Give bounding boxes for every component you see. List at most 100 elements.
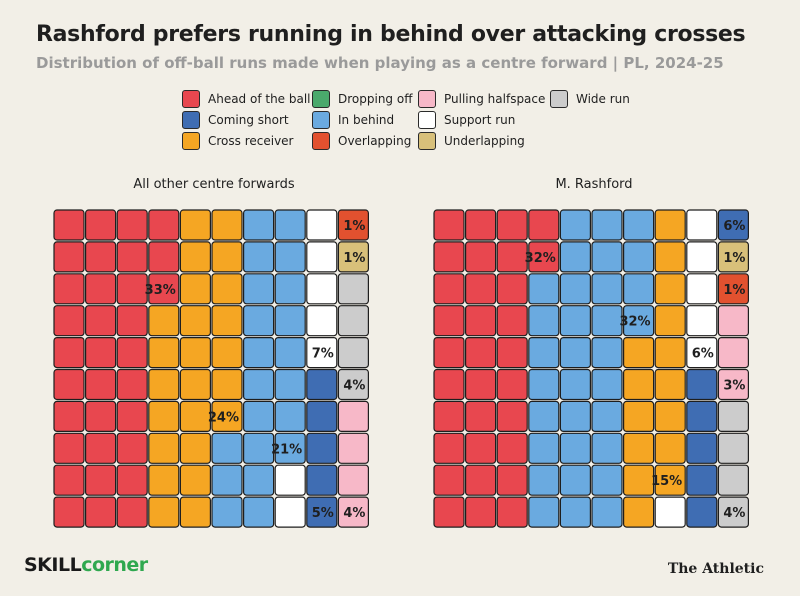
data-label-behind: 21% — [271, 442, 302, 457]
waffle-cell-half — [337, 464, 369, 496]
legend-swatch-cross — [182, 132, 200, 150]
waffle-cell-cross — [622, 496, 655, 528]
waffle-cell-ahead — [84, 400, 117, 432]
waffle-cell-behind — [559, 432, 592, 464]
waffle-cell-behind — [528, 400, 560, 432]
waffle-cell-ahead — [433, 496, 465, 528]
waffle-cell-ahead — [116, 432, 148, 464]
waffle-cell-behind — [528, 305, 560, 337]
legend-swatch-support — [418, 111, 436, 129]
waffle-cell-behind — [559, 337, 592, 369]
waffle-cell-cross — [622, 368, 655, 401]
waffle-cell-behind — [528, 464, 560, 496]
waffle-cell-cross — [179, 273, 211, 305]
data-label-cross: 24% — [208, 410, 239, 425]
waffle-cell-support — [686, 241, 718, 273]
waffle-cell-behind — [622, 273, 655, 305]
waffle-cell-cross — [654, 400, 686, 432]
waffle-cell-ahead — [84, 496, 117, 528]
waffle-cell-ahead — [116, 305, 148, 337]
waffle-cell-cross — [211, 337, 243, 369]
legend-item-ahead: Ahead of the ball — [182, 90, 311, 108]
waffle-cell-wide — [337, 273, 369, 305]
waffle-cell-ahead — [116, 337, 148, 369]
waffle-cell-ahead — [148, 209, 180, 241]
chart-subtitle: Distribution of off-ball runs made when … — [36, 54, 724, 72]
waffle-cell-support — [686, 337, 718, 369]
waffle-cell-cross — [211, 400, 243, 432]
waffle-cell-ahead — [465, 496, 497, 528]
legend-label-behind: In behind — [338, 113, 395, 127]
waffle-cell-ahead — [528, 209, 560, 241]
waffle-cell-support — [654, 496, 686, 528]
waffle-cell-behind — [622, 209, 655, 241]
waffle-cell-ahead — [496, 337, 528, 369]
legend-swatch-drop — [312, 90, 330, 108]
waffle-cell-cross — [179, 368, 211, 401]
waffle-cell-cross — [179, 400, 211, 432]
waffle-cell-cross — [654, 464, 686, 496]
waffle-cell-ahead — [496, 209, 528, 241]
waffle-cell-short — [686, 432, 718, 464]
waffle-cell-wide — [337, 337, 369, 369]
waffle-cell-half — [337, 496, 369, 528]
waffle-cell-cross — [622, 432, 655, 464]
waffle-cell-ahead — [433, 368, 465, 401]
waffle-cell-ahead — [496, 273, 528, 305]
data-label-half: 3% — [723, 379, 745, 394]
waffle-cell-cross — [654, 368, 686, 401]
waffle-cell-cross — [654, 305, 686, 337]
waffle-cell-ahead — [496, 368, 528, 401]
waffle-cell-ahead — [148, 273, 180, 305]
data-label-wide: 4% — [723, 506, 745, 521]
waffle-cell-ahead — [84, 432, 117, 464]
waffle-cell-behind — [559, 464, 592, 496]
waffle-cell-behind — [591, 432, 623, 464]
data-label-short: 5% — [312, 506, 334, 521]
waffle-cell-behind — [274, 368, 306, 401]
waffle-cell-behind — [528, 432, 560, 464]
legend-swatch-behind — [312, 111, 330, 129]
chart-title: Rashford prefers running in behind over … — [36, 22, 746, 47]
waffle-cell-ahead — [84, 337, 117, 369]
waffle-cell-behind — [528, 368, 560, 401]
waffle-cell-cross — [654, 209, 686, 241]
waffle-cell-cross — [148, 496, 180, 528]
waffle-cell-behind — [559, 305, 592, 337]
waffle-cell-ahead — [433, 337, 465, 369]
waffle-cell-cross — [179, 305, 211, 337]
waffle-cell-cross — [622, 464, 655, 496]
waffle-cell-ahead — [53, 241, 85, 273]
legend-label-half: Pulling halfspace — [444, 92, 546, 106]
waffle-cell-ahead — [53, 464, 85, 496]
legend-item-cross: Cross receiver — [182, 132, 294, 150]
waffle-cell-ahead — [53, 209, 85, 241]
waffle-cell-ahead — [496, 432, 528, 464]
waffle-cell-wide — [717, 496, 750, 528]
data-label-overlap: 1% — [723, 283, 745, 298]
waffle-cell-ahead — [53, 305, 85, 337]
logo-part-2: corner — [81, 554, 148, 576]
legend-swatch-overlap — [312, 132, 330, 150]
waffle-cell-behind — [243, 400, 275, 432]
waffle-cell-ahead — [84, 368, 117, 401]
skillcorner-logo: SKILLcorner — [24, 554, 148, 576]
waffle-cell-behind — [243, 464, 275, 496]
waffle-cell-behind — [559, 209, 592, 241]
waffle-cell-ahead — [433, 273, 465, 305]
waffle-cell-overlap — [717, 273, 750, 305]
waffle-cell-ahead — [84, 209, 117, 241]
waffle-cell-ahead — [84, 464, 117, 496]
legend-label-drop: Dropping off — [338, 92, 413, 106]
waffle-cell-ahead — [84, 273, 117, 305]
waffle-cell-cross — [654, 241, 686, 273]
data-label-behind: 32% — [619, 315, 650, 330]
data-label-overlap: 1% — [343, 219, 365, 234]
waffle-cell-behind — [591, 337, 623, 369]
waffle-cell-short — [686, 496, 718, 528]
waffle-cell-ahead — [116, 273, 148, 305]
waffle-cell-behind — [591, 273, 623, 305]
waffle-cell-ahead — [465, 241, 497, 273]
legend-item-half: Pulling halfspace — [418, 90, 545, 108]
waffle-cell-cross — [622, 337, 655, 369]
